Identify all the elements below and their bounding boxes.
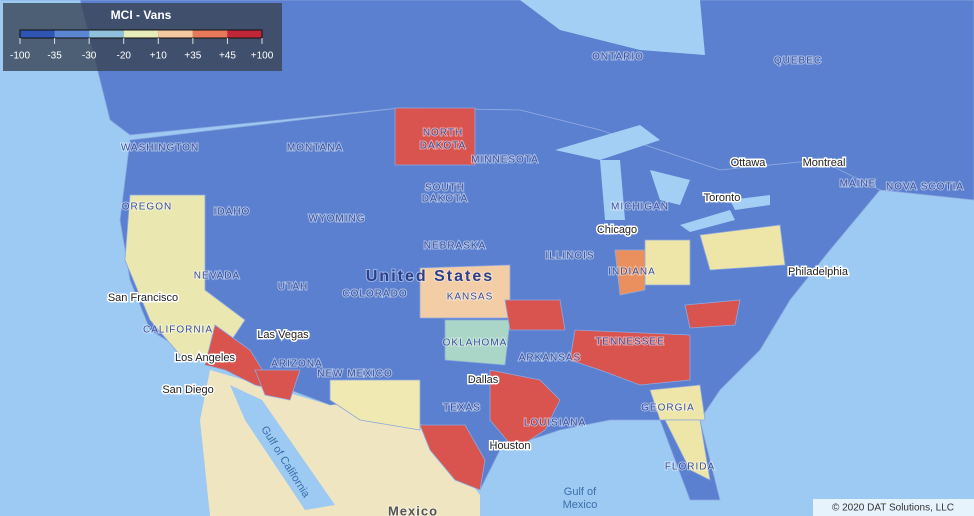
water-label: Gulf of <box>564 486 597 498</box>
legend-title: MCI - Vans <box>111 8 172 22</box>
region <box>684 299 741 329</box>
state-label: CALIFORNIA <box>143 325 213 336</box>
legend-tick-label: +35 <box>184 51 201 62</box>
lake <box>555 125 660 160</box>
state-label: INDIANA <box>608 267 656 278</box>
country-label: United States <box>366 268 494 285</box>
city-label: Toronto <box>704 192 741 204</box>
state-label: ILLINOIS <box>545 251 594 262</box>
region <box>699 224 786 271</box>
state-label: ARKANSAS <box>519 353 581 364</box>
state-label: IDAHO <box>214 207 251 218</box>
state-label: OREGON <box>122 202 172 213</box>
state-label: NOVA SCOTIA <box>886 182 964 193</box>
legend-tick-label: -35 <box>47 51 62 62</box>
legend-tick-label: +45 <box>219 51 236 62</box>
state-label: NORTH <box>423 128 463 139</box>
state-label: NEBRASKA <box>424 241 486 252</box>
hudson-bay <box>520 0 705 55</box>
legend-segment <box>123 30 159 38</box>
state-label: TEXAS <box>443 403 481 414</box>
legend-segment <box>192 30 228 38</box>
city-label: Montreal <box>803 157 846 169</box>
state-label: UTAH <box>278 282 308 293</box>
city-label: Ottawa <box>731 157 767 169</box>
region <box>644 239 691 286</box>
legend-bar-border <box>19 29 263 39</box>
region <box>649 384 706 421</box>
city-label: Philadelphia <box>788 266 849 278</box>
state-label: DAKOTA <box>422 194 468 205</box>
gulf-california <box>230 385 335 510</box>
legend: -100 -35 -30 -20 +10 +35 +45 +100 <box>10 29 274 62</box>
lake <box>730 195 770 210</box>
lake <box>600 160 625 220</box>
state-label: COLORADO <box>342 289 407 300</box>
legend-tick-label: -100 <box>10 51 30 62</box>
state-label: MICHIGAN <box>611 202 669 213</box>
region <box>444 319 511 366</box>
legend-segment <box>227 30 262 38</box>
city-label: Houston <box>490 440 531 452</box>
region <box>569 329 691 386</box>
legend-tick-label: +100 <box>251 51 274 62</box>
state-label: LOUISIANA <box>524 418 586 429</box>
country-label: Mexico <box>388 503 438 516</box>
state-label: ONTARIO <box>592 52 644 63</box>
state-label: MAINE <box>840 179 877 190</box>
state-label: GEORGIA <box>641 403 695 414</box>
state-label: DAKOTA <box>420 141 466 152</box>
state-label: OKLAHOMA <box>443 338 508 349</box>
lake <box>680 210 735 232</box>
copyright-box <box>813 499 974 516</box>
legend-tick-label: -20 <box>116 51 131 62</box>
region <box>504 299 566 331</box>
region <box>489 369 561 451</box>
state-label: TENNESSEE <box>595 337 665 348</box>
legend-tick-label: +10 <box>150 51 167 62</box>
region <box>329 379 421 431</box>
legend-segment <box>158 30 193 38</box>
state-label: QUEBEC <box>774 56 822 67</box>
region <box>664 419 711 481</box>
state-label: FLORIDA <box>665 462 715 473</box>
state-label: MINNESOTA <box>471 155 539 166</box>
legend-tick-label: -30 <box>82 51 97 62</box>
state-label: KANSAS <box>447 292 494 303</box>
copyright: © 2020 DAT Solutions, LLC <box>832 503 954 514</box>
region <box>254 369 301 401</box>
city-label: Los Angeles <box>175 352 235 364</box>
region <box>394 107 476 166</box>
state-label: ARIZONA <box>271 359 322 370</box>
city-label: Las Vegas <box>257 329 309 341</box>
legend-segment <box>89 30 124 38</box>
mexico-land <box>200 370 480 516</box>
state-label: MONTANA <box>287 143 343 154</box>
region <box>419 424 486 491</box>
state-label: WYOMING <box>309 214 366 225</box>
legend-segment <box>20 30 55 38</box>
water-label: Mexico <box>563 499 598 511</box>
legend-segment <box>54 30 90 38</box>
city-label: Dallas <box>468 374 499 386</box>
state-label: WASHINGTON <box>121 143 199 154</box>
city-label: San Francisco <box>108 292 178 304</box>
city-label: San Diego <box>162 384 213 396</box>
lake <box>650 170 690 205</box>
state-label: NEW MEXICO <box>317 369 393 380</box>
state-label: SOUTH <box>425 183 465 194</box>
region <box>614 249 646 296</box>
state-label: NEVADA <box>194 271 240 282</box>
city-label: Chicago <box>597 224 637 236</box>
